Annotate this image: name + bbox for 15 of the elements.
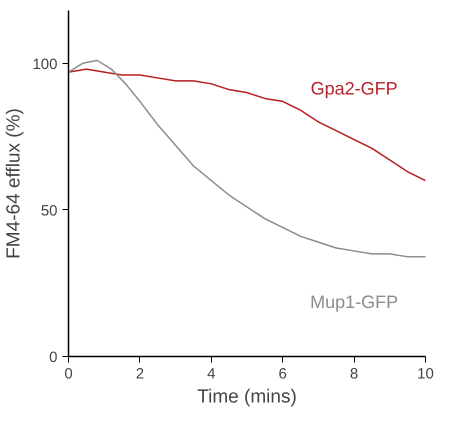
x-tick-label: 10 [417,366,434,382]
x-tick-label: 0 [64,366,73,382]
text: Mup1-GFP [310,292,398,312]
line-series [68,60,426,258]
series-label: Gpa2-GFP [310,78,398,98]
x-axis-title: Time (mins) [197,386,297,408]
x-tick-label: 2 [136,366,144,382]
y-axis-title: FM4-64 efflux (%) [3,108,24,259]
y-tick-label: 50 [40,202,58,220]
x-tick-label: 4 [207,366,216,382]
x-tick-label: 8 [350,366,358,382]
y-tick-label: 0 [49,349,58,366]
line-series [68,68,426,182]
x-tick-label: 6 [278,366,287,382]
y-tick-label: 100 [32,56,58,73]
